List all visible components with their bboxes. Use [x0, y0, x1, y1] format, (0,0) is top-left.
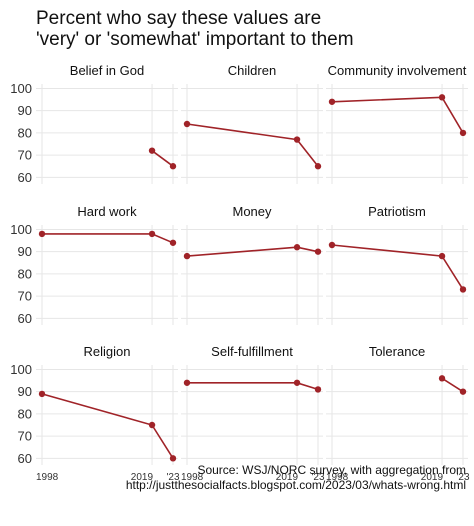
series-line-children — [186, 123, 319, 167]
panel-title-tolerance: Tolerance — [369, 344, 425, 359]
data-point-money-2023 — [314, 248, 322, 255]
series-line-community-involvement — [331, 96, 464, 134]
y-tick-label: 60 — [18, 311, 32, 326]
data-point-religion-1998 — [38, 390, 46, 398]
data-point-tolerance-2023 — [459, 388, 467, 395]
y-tick-label: 70 — [18, 148, 32, 163]
data-point-self-fulfillment-1998 — [183, 379, 191, 386]
x-tick-label: '23 — [456, 472, 469, 483]
y-tick-label: 80 — [18, 266, 32, 281]
x-tick-label: 2019 — [421, 472, 444, 483]
x-tick-label: 1998 — [181, 472, 204, 483]
caption-line-1: Source: WSJ/NORC survey, with aggregatio… — [197, 463, 466, 477]
data-point-children-2023 — [314, 163, 322, 170]
data-point-community-involvement-2019 — [438, 94, 446, 101]
data-point-children-1998 — [183, 120, 191, 128]
data-point-self-fulfillment-2019 — [293, 379, 301, 386]
panel-title-money: Money — [232, 204, 272, 219]
y-tick-label: 90 — [18, 103, 32, 118]
panel-patriotism: Patriotism — [326, 204, 468, 325]
y-tick-label: 70 — [18, 429, 32, 444]
data-point-belief-in-god-2023 — [169, 163, 177, 170]
y-tick-label: 60 — [18, 451, 32, 466]
panel-self-fulfillment: Self-fulfillment 1998 2019 '23 — [181, 344, 325, 483]
caption-line-2: http://justthesocialfacts.blogspot.com/2… — [126, 478, 466, 492]
y-tick-label: 80 — [18, 125, 32, 140]
panel-children: Children — [181, 63, 323, 184]
data-point-self-fulfillment-2023 — [314, 386, 322, 393]
panel-title-patriotism: Patriotism — [368, 204, 426, 219]
data-point-hard-work-2023 — [169, 239, 177, 246]
data-point-belief-in-god-2019 — [148, 147, 156, 154]
data-point-children-2019 — [293, 136, 301, 143]
x-tick-label: '23 — [311, 472, 324, 483]
data-point-patriotism-2023 — [459, 286, 467, 293]
panel-title-hard-work: Hard work — [77, 204, 137, 219]
chart-title-line-1: Percent who say these values are — [36, 8, 321, 29]
data-point-community-involvement-1998 — [328, 98, 336, 105]
data-point-hard-work-2019 — [148, 230, 156, 238]
panel-money: Money — [181, 204, 323, 325]
data-point-tolerance-2019 — [438, 375, 446, 382]
panel-title-community-involvement: Community involvement — [328, 63, 467, 78]
panel-title-self-fulfillment: Self-fulfillment — [211, 344, 293, 359]
y-tick-label: 80 — [18, 406, 32, 421]
y-tick-label: 70 — [18, 289, 32, 304]
facet-panels: Belief in God 60 70 80 90 100 Children Communit… — [10, 63, 470, 483]
series-line-belief-in-god — [151, 150, 174, 167]
x-tick-label: 2019 — [131, 472, 154, 483]
series-line-tolerance — [441, 377, 464, 393]
data-point-religion-2023 — [169, 455, 177, 462]
y-tick-label: 100 — [10, 81, 32, 96]
chart-title-line-2: 'very' or 'somewhat' important to them — [36, 29, 354, 50]
data-point-religion-2019 — [148, 421, 156, 429]
y-tick-label: 100 — [10, 362, 32, 377]
data-point-community-involvement-2023 — [459, 129, 467, 137]
x-tick-label: 1998 — [326, 472, 349, 483]
data-point-money-2019 — [293, 244, 301, 251]
x-tick-label: 1998 — [36, 472, 59, 483]
y-tick-label: 90 — [18, 384, 32, 399]
panel-community-involvement: Community involvement — [326, 63, 468, 184]
panel-tolerance: Tolerance 1998 2019 '23 — [326, 344, 470, 483]
panel-title-religion: Religion — [84, 344, 131, 359]
data-point-patriotism-2019 — [438, 252, 446, 260]
panel-religion: Religion 60 70 80 90 100 1998 2019 '23 — [10, 344, 180, 483]
y-tick-label: 60 — [18, 170, 32, 185]
panel-title-belief-in-god: Belief in God — [70, 63, 144, 78]
y-tick-label: 90 — [18, 244, 32, 259]
panel-belief-in-god: Belief in God 60 70 80 90 100 — [10, 63, 178, 185]
x-tick-label: 2019 — [276, 472, 299, 483]
y-tick-label: 100 — [10, 222, 32, 237]
panel-title-children: Children — [228, 63, 276, 78]
data-point-hard-work-1998 — [38, 230, 46, 238]
x-tick-label: '23 — [166, 472, 179, 483]
panel-hard-work: Hard work 60 70 80 90 100 — [10, 204, 178, 326]
data-point-money-1998 — [183, 252, 191, 260]
data-point-patriotism-1998 — [328, 241, 336, 249]
